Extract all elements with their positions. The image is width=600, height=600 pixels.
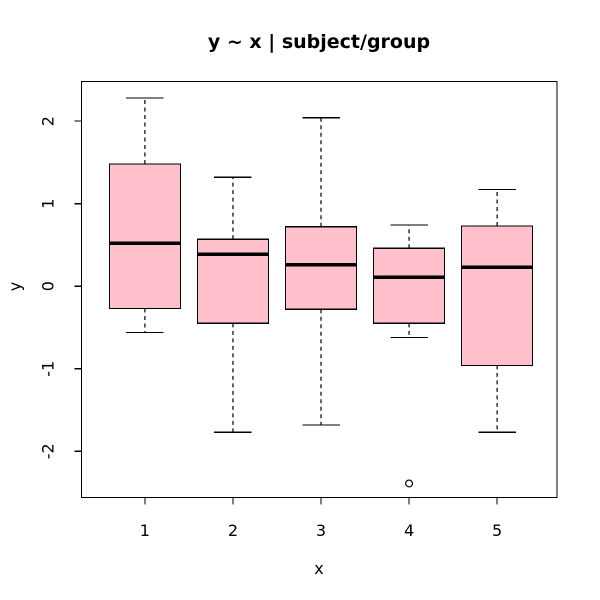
y-axis-title: y xyxy=(5,281,25,292)
chart-title: y ~ x | subject/group xyxy=(207,31,431,53)
x-tick-label-3: 3 xyxy=(316,521,326,540)
box-3 xyxy=(284,226,358,310)
box-5 xyxy=(461,225,534,367)
x-tick-label-4: 4 xyxy=(404,521,414,540)
y-tick-label-4: 1 xyxy=(39,199,58,209)
outlier-point-4-1 xyxy=(405,479,414,488)
x-tick-label-5: 5 xyxy=(492,521,502,540)
box-4 xyxy=(372,247,446,324)
x-tick-label-1: 1 xyxy=(140,521,150,540)
y-tick-label-5: 2 xyxy=(39,116,58,126)
y-tick-label-2: -1 xyxy=(39,361,58,377)
x-axis-title: x xyxy=(314,559,324,578)
box-1 xyxy=(108,163,182,310)
plot-border xyxy=(80,80,558,499)
box-2 xyxy=(196,238,270,324)
x-tick-label-2: 2 xyxy=(228,521,238,540)
y-tick-label-3: 0 xyxy=(39,281,58,291)
y-tick-label-1: -2 xyxy=(39,443,58,459)
